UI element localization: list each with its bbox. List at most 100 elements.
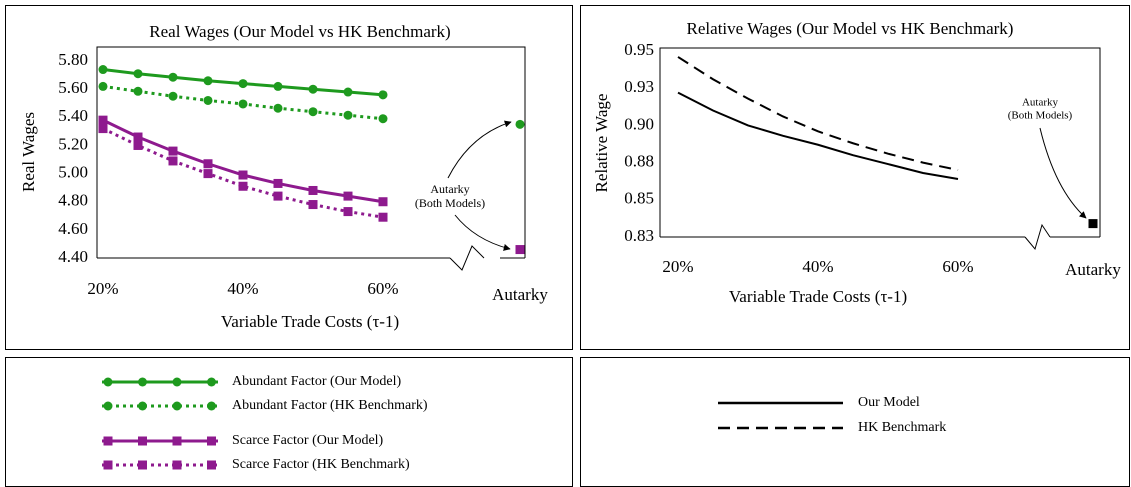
point: [98, 115, 108, 125]
point: [133, 140, 143, 150]
legend-marker: [103, 377, 113, 387]
point: [168, 72, 178, 82]
annotation: Autarky: [1022, 97, 1059, 109]
legend-marker: [138, 460, 147, 470]
y-tick-label: 5.00: [58, 163, 88, 182]
y-tick-label: 0.90: [624, 114, 654, 133]
y-tick-label: 0.93: [624, 77, 654, 96]
point: [308, 185, 318, 195]
point: [203, 159, 213, 169]
legend-label: Scarce Factor (HK Benchmark): [232, 457, 410, 472]
chart-title: Real Wages (Our Model vs HK Benchmark): [149, 22, 450, 41]
x-tick-label: Autarky: [1065, 260, 1121, 279]
point: [238, 181, 248, 191]
y-axis-label: Real Wages: [19, 112, 38, 192]
y-tick-label: 5.40: [58, 106, 88, 125]
point: [273, 103, 283, 113]
legend-label: Scarce Factor (Our Model): [232, 433, 384, 448]
panel: [580, 5, 1130, 350]
y-tick-label: 0.83: [624, 226, 654, 245]
y-tick-label: 0.95: [624, 40, 654, 59]
point: [273, 178, 283, 188]
point: [203, 76, 213, 86]
axis-break: [449, 245, 485, 271]
panel: [5, 5, 573, 350]
point: [203, 95, 213, 105]
legend-marker: [172, 377, 182, 387]
point: [343, 207, 353, 217]
y-tick-label: 4.40: [58, 247, 88, 266]
y-tick-label: 5.60: [58, 78, 88, 97]
legend-label: Abundant Factor (Our Model): [232, 374, 401, 389]
point: [133, 132, 143, 142]
y-tick-label: 4.80: [58, 191, 88, 210]
point: [343, 110, 353, 120]
series-line: [677, 91, 959, 180]
y-tick-label: 5.20: [58, 134, 88, 153]
point: [1088, 219, 1098, 229]
x-tick-label: 20%: [662, 257, 693, 276]
x-tick-label: 60%: [367, 279, 398, 298]
legend-marker: [172, 460, 182, 470]
y-tick-label: 5.80: [58, 50, 88, 69]
arrow: [1039, 127, 1087, 219]
annotation: Autarky: [430, 182, 469, 196]
x-axis-label: Variable Trade Costs (τ-1): [729, 287, 907, 306]
legend-label: HK Benchmark: [858, 420, 946, 435]
point: [378, 197, 388, 207]
point: [273, 81, 283, 91]
arrow: [447, 120, 512, 179]
y-tick-label: 0.88: [624, 152, 654, 171]
point: [168, 146, 178, 156]
point: [308, 200, 318, 210]
legend-label: Abundant Factor (HK Benchmark): [232, 398, 428, 413]
point: [308, 107, 318, 117]
legend-marker: [207, 377, 216, 387]
legend-label: Our Model: [858, 395, 920, 410]
legend-panel: [580, 357, 1130, 487]
point: [238, 99, 248, 109]
annotation: (Both Models): [415, 196, 485, 210]
point: [515, 245, 525, 255]
point: [273, 191, 283, 201]
chart-title: Relative Wages (Our Model vs HK Benchmar…: [687, 19, 1014, 38]
annotation: (Both Models): [1008, 110, 1073, 122]
legend-marker: [207, 401, 216, 411]
point: [343, 87, 353, 97]
y-tick-label: 0.85: [624, 189, 654, 208]
point: [378, 114, 388, 124]
x-tick-label: Autarky: [492, 285, 548, 304]
y-axis-label: Relative Wage: [592, 94, 611, 193]
legend-marker: [207, 436, 216, 446]
legend-marker: [172, 401, 182, 411]
x-tick-label: 40%: [227, 279, 258, 298]
y-tick-label: 4.60: [58, 219, 88, 238]
legend-marker: [103, 460, 113, 470]
series-line: [677, 56, 959, 172]
x-axis-label: Variable Trade Costs (τ-1): [221, 312, 399, 331]
legend-marker: [103, 436, 113, 446]
point: [308, 84, 318, 94]
point: [168, 91, 178, 101]
legend-marker: [207, 460, 216, 470]
point: [133, 69, 143, 79]
plot-frame: [96, 46, 526, 259]
legend-marker: [172, 436, 182, 446]
point: [98, 81, 108, 91]
legend-marker: [138, 401, 147, 411]
point: [238, 79, 248, 89]
point: [515, 119, 525, 129]
point: [378, 212, 388, 222]
point: [238, 170, 248, 180]
legend-marker: [103, 401, 113, 411]
x-tick-label: 60%: [942, 257, 973, 276]
arrow: [454, 214, 511, 251]
point: [203, 169, 213, 179]
axis-break: [1024, 223, 1051, 251]
point: [98, 65, 108, 75]
legend-marker: [138, 377, 147, 387]
point: [98, 124, 108, 134]
point: [133, 86, 143, 96]
point: [343, 191, 353, 201]
